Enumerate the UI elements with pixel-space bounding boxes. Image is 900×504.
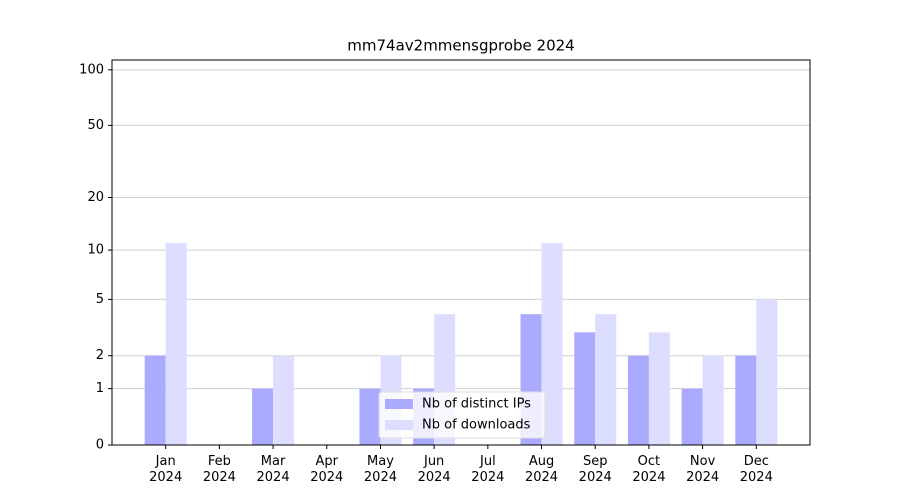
y-tick-label: 50 <box>87 118 104 133</box>
chart-title: mm74av2mmensgprobe 2024 <box>347 37 574 55</box>
bar <box>627 355 649 445</box>
legend-swatch <box>385 399 413 409</box>
x-tick-label: Apr 2024 <box>310 454 343 485</box>
bar <box>574 332 596 445</box>
x-tick-label: Jul 2024 <box>471 454 504 485</box>
bar <box>595 314 617 445</box>
legend-label: Nb of downloads <box>422 418 531 433</box>
axes-frame <box>111 59 811 446</box>
x-tick-label: Mar 2024 <box>257 454 290 485</box>
bar <box>165 243 187 445</box>
bar <box>702 355 724 445</box>
y-tick-label: 5 <box>96 292 104 307</box>
bar <box>252 388 274 445</box>
bar <box>735 355 757 445</box>
y-tick-label: 2 <box>96 348 104 363</box>
bar <box>359 388 381 445</box>
bar <box>273 355 295 445</box>
x-tick-label: Sep 2024 <box>579 454 612 485</box>
x-tick-label: Feb 2024 <box>203 454 236 485</box>
y-tick-label: 10 <box>87 243 104 258</box>
y-tick-label: 1 <box>96 381 104 396</box>
x-tick-label: Nov 2024 <box>686 454 719 485</box>
legend-frame <box>378 391 546 439</box>
x-tick-label: Aug 2024 <box>525 454 558 485</box>
x-tick-label: May 2024 <box>364 454 397 485</box>
x-tick-label: Dec 2024 <box>740 454 773 485</box>
x-tick-label: Jan 2024 <box>149 454 182 485</box>
y-tick-label: 20 <box>87 190 104 205</box>
y-tick-label: 100 <box>79 62 104 77</box>
bar <box>756 299 778 445</box>
bar <box>144 355 166 445</box>
x-tick-label: Oct 2024 <box>632 454 665 485</box>
plot-area: 0 1 2 5 10 20 50 100 Jan 2024 Feb 2024 Mar 2024 Apr 202… <box>79 62 810 485</box>
bar <box>541 243 563 445</box>
x-tick-label: Jun 2024 <box>418 454 451 485</box>
legend-swatch <box>385 420 413 430</box>
bar <box>681 388 703 445</box>
bar <box>648 332 670 445</box>
legend-label: Nb of distinct IPs <box>422 397 531 412</box>
legend: Nb of distinct IPs Nb of downloads <box>378 391 546 439</box>
y-tick-label: 0 <box>96 438 104 453</box>
